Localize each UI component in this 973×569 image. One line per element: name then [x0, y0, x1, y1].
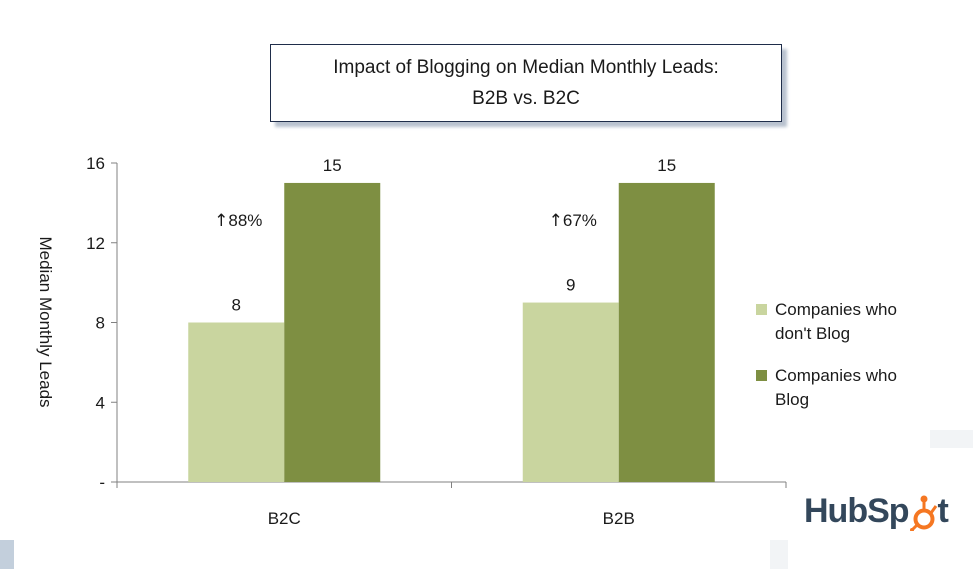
legend-label-no-blog-line-2: don't Blog: [775, 324, 851, 343]
bar-value-label: 8: [232, 296, 241, 315]
chart-title-line-2: B2B vs. B2C: [472, 88, 580, 109]
legend-item-blog: Companies who Blog: [756, 364, 925, 412]
watermark-shape: [930, 430, 973, 448]
bar-blog: [284, 182, 381, 482]
chart-labels: - 4 8 12 16 Median Monthly Leads B2C 8 15 ↑88% B2B…: [36, 154, 676, 528]
legend-label-no-blog: Companies who don't Blog: [775, 298, 925, 346]
bar-value-label: 9: [566, 276, 575, 295]
chart-title-box: Impact of Blogging on Median Monthly Lea…: [270, 44, 782, 122]
x-category-label: B2B: [603, 509, 635, 528]
sprocket-icon: [909, 495, 937, 531]
bar-no-blog: [522, 302, 619, 482]
watermark-shape: [770, 540, 788, 569]
chart-bars: [188, 182, 715, 482]
increase-annotation: ↑88%: [214, 211, 262, 231]
bar-no-blog: [188, 322, 285, 482]
legend-label-blog: Companies who Blog: [775, 364, 925, 412]
y-axis-title: Median Monthly Leads: [36, 236, 55, 407]
legend-label-no-blog-line-1: Companies who: [775, 300, 897, 319]
increase-annotation: ↑67%: [549, 211, 597, 231]
legend-swatch-no-blog: [756, 304, 767, 315]
bar-value-label: 15: [657, 156, 676, 175]
y-tick-label: 8: [96, 314, 105, 333]
logo-text-left: HubSp: [804, 492, 910, 530]
legend-item-no-blog: Companies who don't Blog: [756, 298, 925, 346]
bar-value-label: 15: [323, 156, 342, 175]
y-tick-label: 4: [96, 393, 105, 412]
corner-decoration: [0, 540, 14, 569]
y-tick-label: 12: [86, 234, 105, 253]
legend-label-blog-line-1: Companies who: [775, 366, 897, 385]
bar-blog: [618, 182, 715, 482]
y-tick-label: 16: [86, 154, 105, 173]
chart-title-line-1: Impact of Blogging on Median Monthly Lea…: [333, 57, 719, 78]
x-category-label: B2C: [268, 509, 301, 528]
y-tick-label: -: [99, 473, 105, 492]
legend-label-blog-line-2: Blog: [775, 390, 810, 409]
hubspot-logo: HubSp t: [804, 492, 949, 531]
legend-swatch-blog: [756, 370, 767, 381]
logo-text-right: t: [937, 492, 949, 530]
